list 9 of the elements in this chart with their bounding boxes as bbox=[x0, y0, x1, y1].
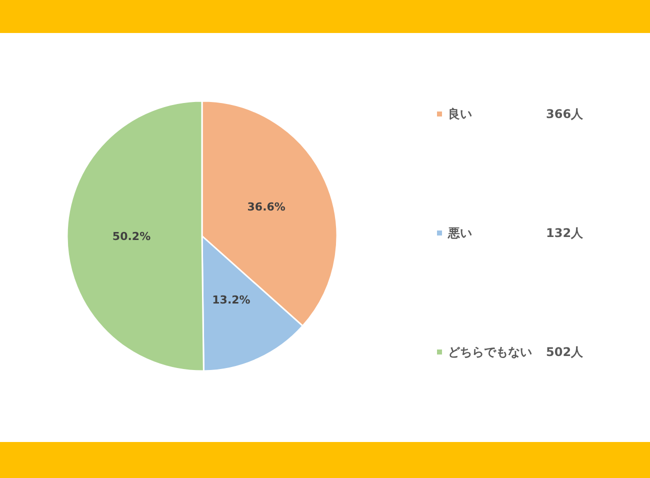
legend-label: 良い bbox=[448, 107, 472, 121]
data-label: 50.2% bbox=[112, 230, 151, 243]
data-label: 36.6% bbox=[247, 200, 286, 214]
legend-label: どちらでもない bbox=[448, 345, 532, 359]
data-label: 13.2% bbox=[212, 294, 250, 307]
text: 502人 bbox=[546, 345, 584, 359]
text: 366人 bbox=[546, 107, 584, 121]
legend-label: 悪い bbox=[447, 226, 472, 240]
text: 132人 bbox=[546, 226, 584, 240]
